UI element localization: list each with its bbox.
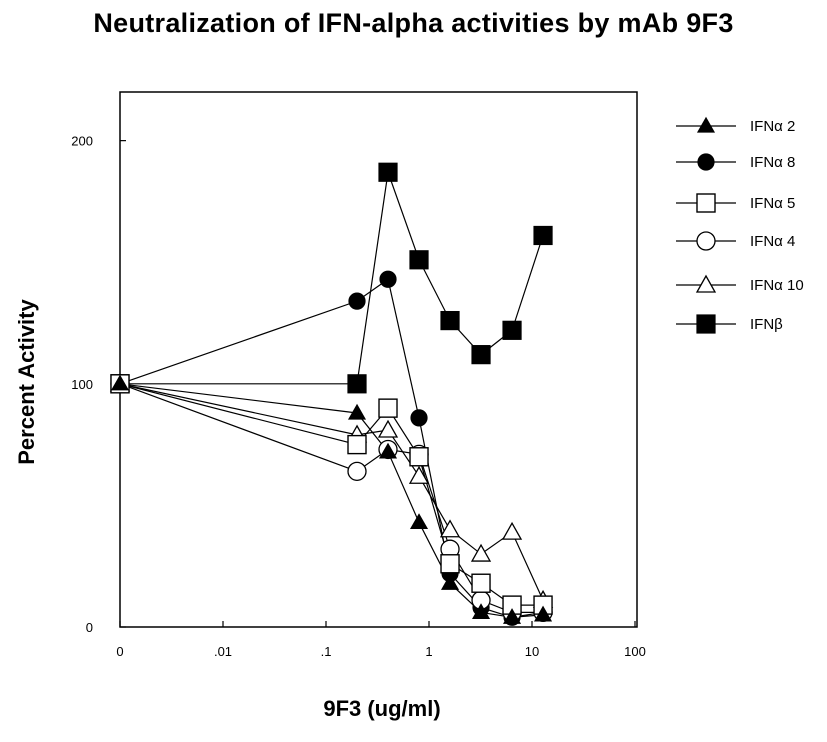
data-point <box>348 375 366 393</box>
legend-marker <box>697 315 715 333</box>
legend-marker <box>698 154 714 170</box>
data-point <box>379 163 397 181</box>
legend-marker <box>698 118 714 132</box>
data-point <box>380 271 396 287</box>
legend-label: IFNβ <box>750 316 783 333</box>
data-point <box>472 346 490 364</box>
legend-marker <box>697 276 715 292</box>
x-tick-label: 0 <box>116 644 123 659</box>
legend-label: IFNα 5 <box>750 195 795 212</box>
legend-label: IFNα 10 <box>750 277 804 294</box>
data-point <box>503 321 521 339</box>
data-point <box>348 462 366 480</box>
legend-label: IFNα 4 <box>750 233 795 250</box>
series-line <box>120 384 543 605</box>
data-point <box>472 545 490 561</box>
data-point <box>411 410 427 426</box>
x-tick-label: 10 <box>525 644 539 659</box>
data-point <box>411 514 427 528</box>
x-tick-label: 100 <box>624 644 646 659</box>
x-tick-label: 1 <box>425 644 432 659</box>
series-line <box>120 384 543 600</box>
x-tick-label: .1 <box>321 644 332 659</box>
y-tick-label: 0 <box>86 620 93 635</box>
y-tick-label: 200 <box>71 134 93 149</box>
data-point <box>472 574 490 592</box>
x-tick-label: .01 <box>214 644 232 659</box>
series-line <box>120 279 543 617</box>
y-tick-label: 100 <box>71 377 93 392</box>
data-point <box>410 251 428 269</box>
data-point <box>503 523 521 539</box>
data-point <box>349 293 365 309</box>
axis-ticks: 0 .01 .1 1 10 100 0 100 200 <box>71 134 646 659</box>
data-point <box>441 312 459 330</box>
data-point <box>379 421 397 437</box>
data-markers <box>111 163 552 625</box>
legend-marker <box>697 194 715 212</box>
data-point <box>441 555 459 573</box>
legend: IFNα 2 IFNα 8 IFNα 5 IFNα 4 IFNα 10 IFNβ <box>676 118 804 333</box>
data-point <box>534 226 552 244</box>
data-point <box>379 399 397 417</box>
legend-label: IFNα 8 <box>750 154 795 171</box>
legend-marker <box>697 232 715 250</box>
data-point <box>348 436 366 454</box>
data-point <box>410 448 428 466</box>
legend-label: IFNα 2 <box>750 118 795 135</box>
